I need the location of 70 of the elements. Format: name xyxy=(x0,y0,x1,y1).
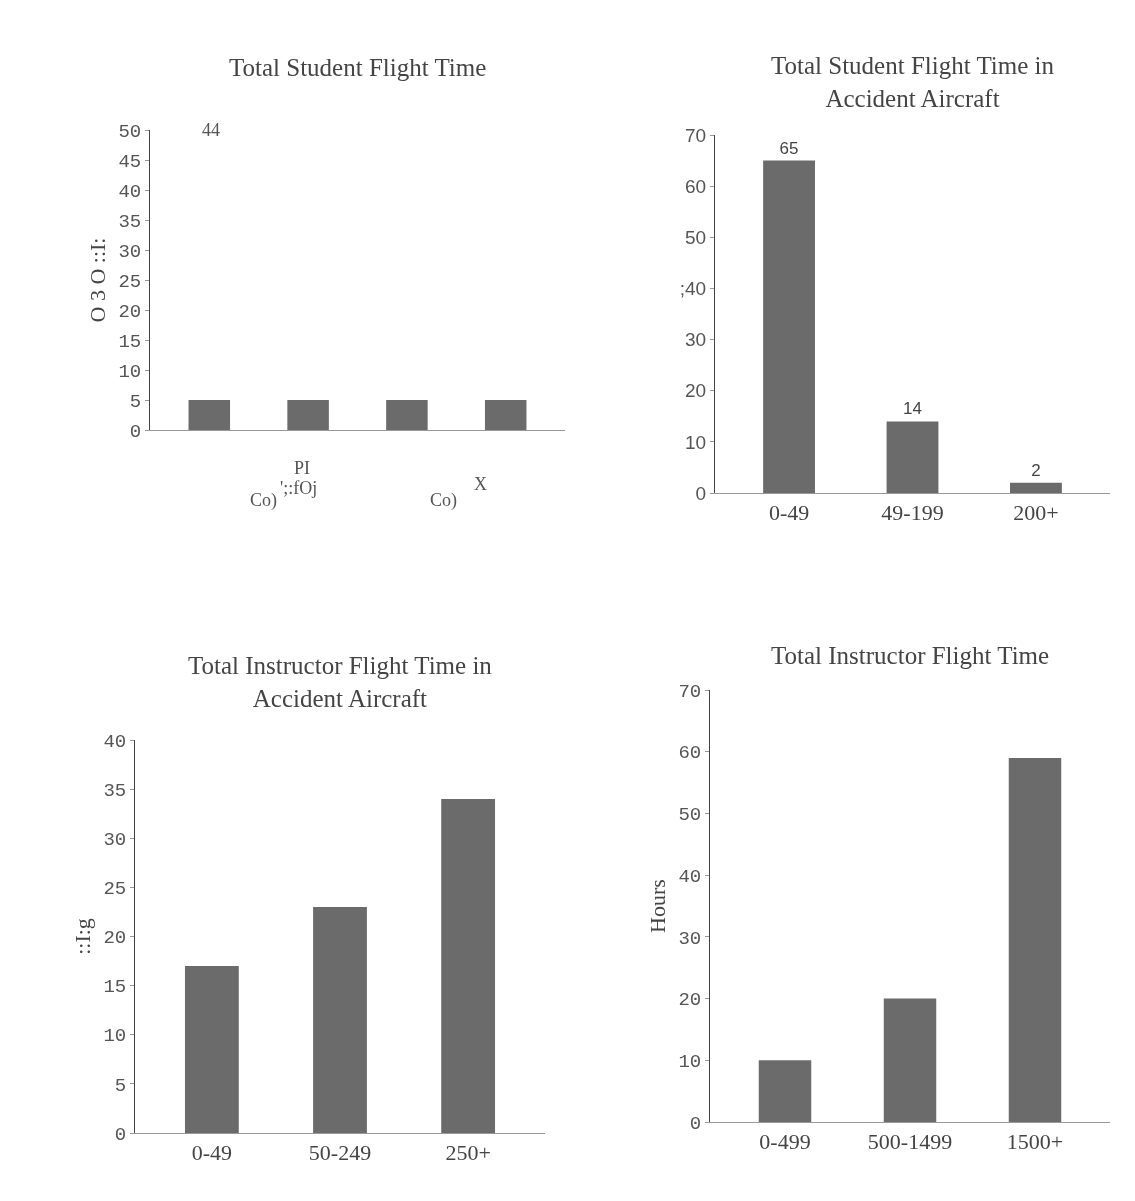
y-tick-label: 40 xyxy=(678,865,702,888)
y-tick-label: 30 xyxy=(103,828,127,851)
x-tick-label: 250+ xyxy=(445,1140,491,1166)
y-tick-label: 70 xyxy=(678,680,702,703)
y-tick-label: 50 xyxy=(685,226,707,248)
y-tick-label: 70 xyxy=(685,124,707,146)
y-tick-label: 5 xyxy=(114,1074,127,1097)
annotation: 44 xyxy=(202,120,220,140)
y-tick-label: 20 xyxy=(118,300,142,323)
y-axis-title: Hours xyxy=(645,879,671,933)
y-tick-label: 20 xyxy=(678,989,702,1012)
text: Co) xyxy=(430,490,458,511)
y-tick-label: 5 xyxy=(129,390,142,413)
x-tick-label: 50-249 xyxy=(308,1140,372,1166)
data-label: 65 xyxy=(779,138,799,158)
y-tick-label: 15 xyxy=(118,330,142,353)
bar xyxy=(758,1060,812,1122)
y-tick-label: 50 xyxy=(118,120,142,143)
x-tick-label: 0-49 xyxy=(768,500,810,526)
y-tick-label: 15 xyxy=(103,976,127,999)
y-tick-label: 0 xyxy=(129,420,142,443)
y-tick-label: 0 xyxy=(695,482,707,504)
y-tick-label: 0 xyxy=(689,1112,702,1135)
y-tick-label: ;40 xyxy=(679,278,707,300)
x-tick-label: 49-199 xyxy=(881,500,944,526)
y-tick-label: 35 xyxy=(103,779,127,802)
y-tick-label: 35 xyxy=(118,210,142,233)
bar xyxy=(763,160,815,493)
y-tick-label: 40 xyxy=(118,180,142,203)
y-tick-label: 50 xyxy=(678,804,702,827)
y-tick-label: 40 xyxy=(103,730,127,753)
y-tick-label: 10 xyxy=(103,1025,127,1048)
text: X xyxy=(474,474,487,494)
chart-title: Total Student Flight Time in Accident Aircraft xyxy=(771,52,1055,112)
y-tick-label: 10 xyxy=(118,360,142,383)
y-axis-title: O 3 O ::I: xyxy=(85,237,111,323)
bar xyxy=(1010,482,1062,493)
chart-title: Total Instructor Flight Time xyxy=(771,642,1050,669)
chart-title: Total Student Flight Time xyxy=(229,54,487,81)
chart-title: Total Instructor Flight Time in Accident Aircraft xyxy=(188,652,493,712)
text: ';:fOj xyxy=(280,478,318,498)
y-tick-label: 60 xyxy=(685,175,707,197)
y-tick-label: 60 xyxy=(678,742,702,765)
data-label: 2 xyxy=(1031,460,1041,480)
y-tick-label: 0 xyxy=(114,1123,127,1146)
bar xyxy=(886,421,939,493)
data-label: 14 xyxy=(903,399,922,419)
x-tick-label: 200+ xyxy=(1013,500,1059,526)
text: Co) xyxy=(250,490,278,511)
bar xyxy=(313,907,367,1133)
x-tick-label: 1500+ xyxy=(1006,1129,1064,1155)
y-axis-title: ::I:g xyxy=(70,918,96,955)
y-tick-label: 30 xyxy=(685,329,707,351)
x-tick-label: 500-1499 xyxy=(867,1129,953,1155)
y-tick-label: 25 xyxy=(118,270,142,293)
y-tick-label: 20 xyxy=(685,380,707,402)
y-tick-label: 25 xyxy=(103,878,127,901)
y-tick-label: 30 xyxy=(678,927,702,950)
bar xyxy=(441,798,496,1133)
y-tick-label: 10 xyxy=(678,1050,702,1073)
x-tick-label: 0-499 xyxy=(759,1129,811,1155)
bar xyxy=(883,998,937,1122)
y-tick-label: 20 xyxy=(103,927,127,950)
bar xyxy=(184,965,239,1133)
x-tick-label: 0-49 xyxy=(191,1140,233,1166)
text: PI xyxy=(294,458,311,478)
y-tick-label: 30 xyxy=(118,240,142,263)
bar xyxy=(1008,757,1062,1122)
y-tick-label: 10 xyxy=(685,431,707,453)
y-tick-label: 45 xyxy=(118,150,142,173)
